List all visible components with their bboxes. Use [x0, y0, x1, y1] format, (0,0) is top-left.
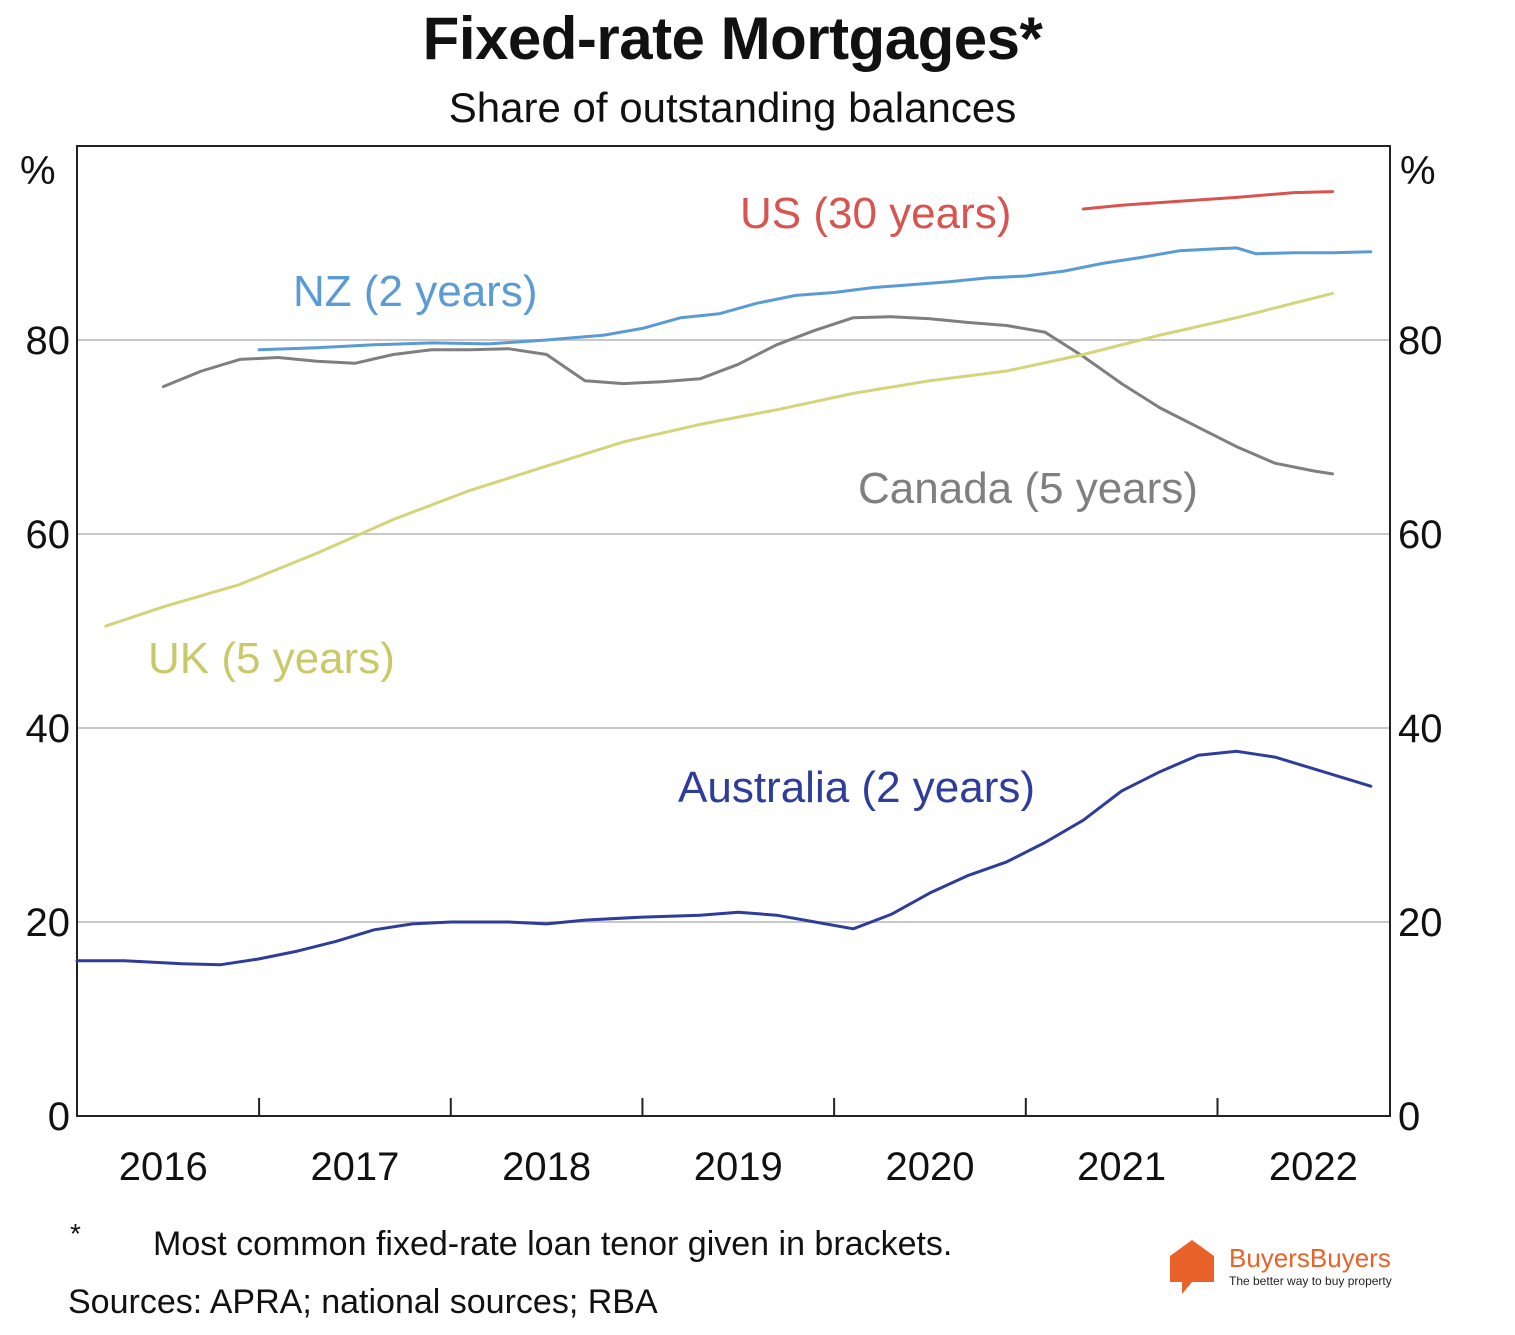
series-lines: [75, 190, 1373, 967]
brand-logo: BuyersBuyers The better way to buy prope…: [1168, 1238, 1428, 1298]
x-tick-label-2022: 2022: [1269, 1145, 1358, 1189]
chart-title: Fixed-rate Mortgages*: [422, 5, 1043, 72]
y-tick-right-80: 80: [1398, 319, 1443, 363]
footnote-mark: *: [70, 1218, 81, 1249]
series-line-uk: [104, 291, 1334, 628]
y-tick-right-20: 20: [1398, 901, 1443, 945]
series-line-us: [1081, 190, 1334, 211]
y-tick-right-40: 40: [1398, 707, 1443, 751]
x-tick-label-2021: 2021: [1077, 1145, 1166, 1189]
chart-subtitle: Share of outstanding balances: [448, 84, 1017, 131]
x-tick-label-2016: 2016: [119, 1145, 208, 1189]
series-label-nz: NZ (2 years): [293, 267, 537, 316]
brand-tagline: The better way to buy property: [1229, 1274, 1392, 1288]
x-tick-label-2020: 2020: [885, 1145, 974, 1189]
series-label-canada: Canada (5 years): [858, 464, 1198, 513]
series-label-australia: Australia (2 years): [678, 763, 1035, 812]
y-tick-left-60: 60: [26, 513, 71, 557]
plot-frame: [76, 145, 1391, 1117]
series-line-australia: [75, 749, 1373, 967]
x-tick-label-2019: 2019: [694, 1145, 783, 1189]
y-tick-left-80: 80: [26, 319, 71, 363]
house-logo-icon: [1170, 1240, 1214, 1294]
y-tick-left-0: 0: [48, 1095, 70, 1139]
series-label-uk: UK (5 years): [148, 634, 395, 683]
y-unit-right: %: [1400, 149, 1436, 193]
gridlines: [77, 339, 1390, 923]
series-label-us: US (30 years): [740, 189, 1011, 238]
y-tick-right-60: 60: [1398, 513, 1443, 557]
footnote-text: Most common fixed-rate loan tenor given …: [153, 1225, 953, 1263]
y-tick-left-40: 40: [26, 707, 71, 751]
series-line-canada: [161, 315, 1334, 476]
y-unit-left: %: [20, 149, 56, 193]
y-tick-left-20: 20: [26, 901, 71, 945]
sources-text: Sources: APRA; national sources; RBA: [68, 1283, 658, 1321]
series-line-nz: [257, 246, 1373, 352]
x-tick-label-2017: 2017: [310, 1145, 399, 1189]
brand-name: BuyersBuyers: [1229, 1243, 1391, 1273]
y-tick-right-0: 0: [1398, 1095, 1420, 1139]
x-tick-label-2018: 2018: [502, 1145, 591, 1189]
